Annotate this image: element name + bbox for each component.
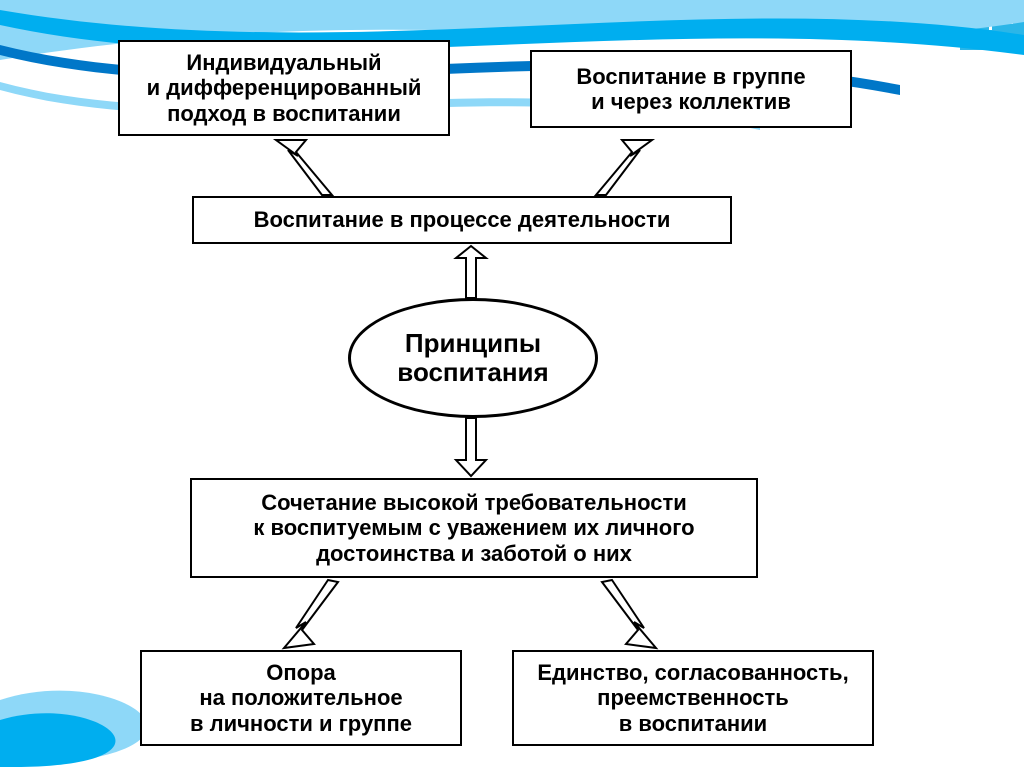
diagram-stage: Индивидуальныйи дифференцированныйподход… (0, 0, 1024, 767)
node-center: Принципывоспитания (348, 298, 598, 418)
node-mid-upper-text: Воспитание в процессе деятельности (254, 207, 671, 232)
edge-center-to-upper (456, 246, 486, 298)
node-mid-lower-text: Сочетание высокой требовательностик восп… (253, 490, 694, 566)
node-bot-left-text: Опорана положительноев личности и группе (190, 660, 412, 736)
edge-lower-to-botright (602, 580, 656, 648)
node-mid-upper: Воспитание в процессе деятельности (192, 196, 732, 244)
edge-center-to-lower (456, 418, 486, 476)
node-bot-right: Единство, согласованность,преемственност… (512, 650, 874, 746)
edge-upper-to-topleft (276, 140, 332, 195)
node-top-right-text: Воспитание в группеи через коллектив (576, 64, 805, 115)
node-top-right: Воспитание в группеи через коллектив (530, 50, 852, 128)
node-bot-right-text: Единство, согласованность,преемственност… (537, 660, 848, 736)
node-bot-left: Опорана положительноев личности и группе (140, 650, 462, 746)
edge-lower-to-botleft (284, 580, 338, 648)
node-top-left: Индивидуальныйи дифференцированныйподход… (118, 40, 450, 136)
node-top-left-text: Индивидуальныйи дифференцированныйподход… (147, 50, 422, 126)
node-mid-lower: Сочетание высокой требовательностик восп… (190, 478, 758, 578)
node-center-text: Принципывоспитания (397, 329, 548, 386)
edge-upper-to-topright (596, 140, 652, 195)
